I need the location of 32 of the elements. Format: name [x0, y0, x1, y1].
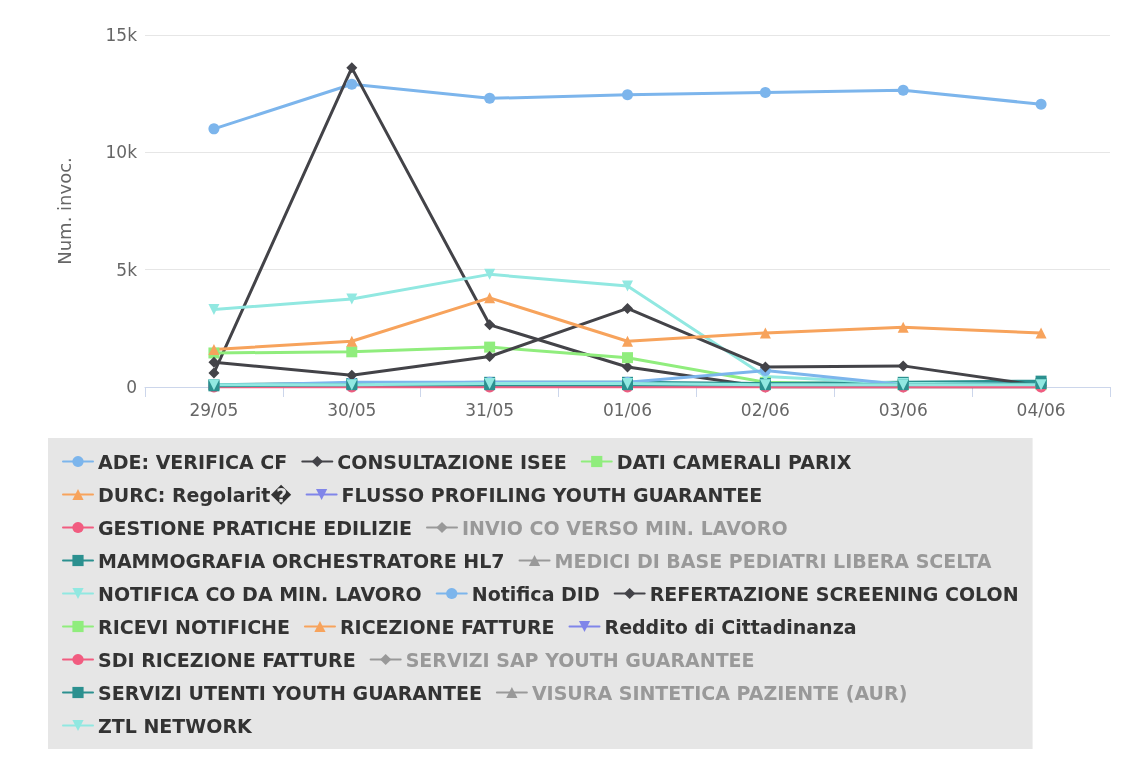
legend-label: MEDICI DI BASE PEDIATRI LIBERA SCELTA — [554, 549, 992, 572]
y-tick-label: 10k — [105, 142, 138, 163]
legend-label: REFERTAZIONE SCREENING COLON — [649, 582, 1019, 605]
x-tick-label: 02/06 — [740, 399, 790, 420]
legend-label: INVIO CO VERSO MIN. LAVORO — [462, 516, 788, 539]
legend-label: MAMMOGRAFIA ORCHESTRATORE HL7 — [98, 549, 505, 572]
legend-label: NOTIFICA CO DA MIN. LAVORO — [98, 582, 422, 605]
y-axis-title: Num. invoc. — [53, 157, 75, 265]
y-tick-label: 5k — [116, 259, 138, 280]
x-tick-label: 29/05 — [189, 399, 239, 420]
legend-label: Notifica DID — [471, 582, 600, 605]
legend-label: SDI RICEZIONE FATTURE — [98, 648, 356, 671]
legend-label: Reddito di Cittadinanza — [604, 615, 857, 638]
legend-label: GESTIONE PRATICHE EDILIZIE — [98, 516, 413, 539]
legend-label: RICEVI NOTIFICHE — [98, 615, 290, 638]
legend-label: CONSULTAZIONE ISEE — [337, 450, 567, 473]
legend-label: FLUSSO PROFILING YOUTH GUARANTEE — [341, 483, 763, 506]
y-tick-label: 15k — [105, 25, 138, 45]
x-tick-label: 31/05 — [465, 399, 515, 420]
legend-label: ADE: VERIFICA CF — [98, 450, 288, 473]
x-tick-label: 03/06 — [878, 399, 928, 420]
x-tick-label: 30/05 — [327, 399, 377, 420]
y-tick-label: 0 — [126, 377, 137, 397]
legend-label: RICEZIONE FATTURE — [339, 615, 555, 638]
legend-label: ZTL NETWORK — [98, 714, 254, 737]
legend-label: VISURA SINTETICA PAZIENTE (AUR) — [531, 681, 908, 704]
x-tick-label: 04/06 — [1016, 399, 1066, 420]
x-tick-label: 01/06 — [603, 399, 652, 420]
legend-label: SERVIZI UTENTI YOUTH GUARANTEE — [98, 681, 482, 704]
legend-label: DURC: Regolarit� — [98, 483, 292, 506]
legend-label: DATI CAMERALI PARIX — [616, 450, 852, 473]
legend-label: SERVIZI SAP YOUTH GUARANTEE — [405, 648, 755, 671]
